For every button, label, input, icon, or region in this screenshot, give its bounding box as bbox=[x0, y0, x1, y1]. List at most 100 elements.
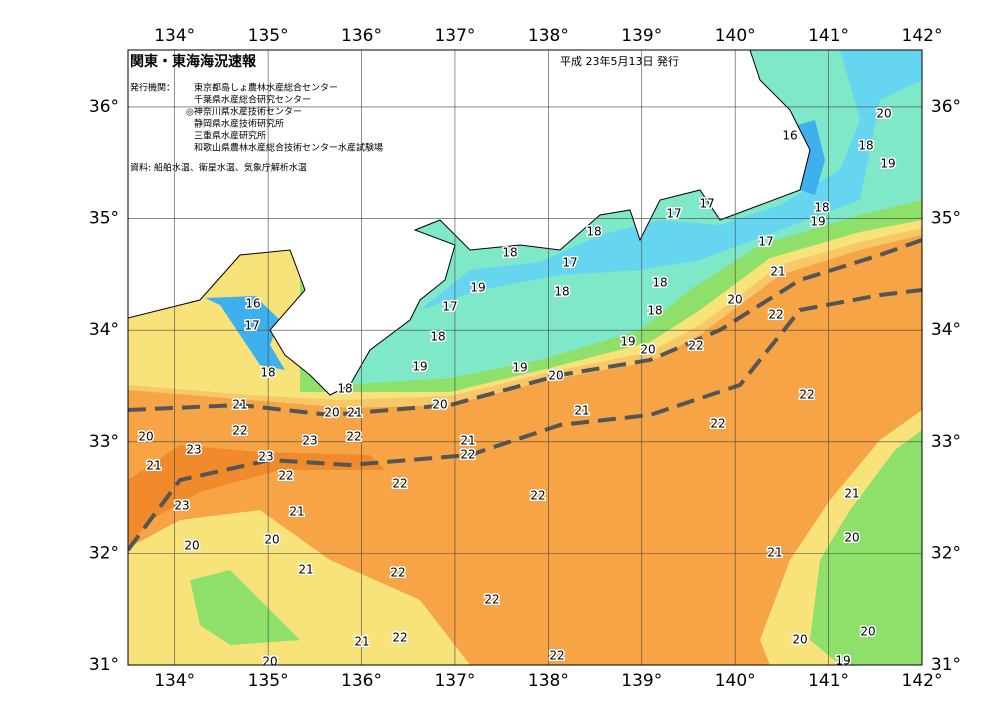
contour-label: 22 bbox=[392, 477, 407, 491]
contour-label: 22 bbox=[484, 593, 499, 607]
lat-tick-label: 33° bbox=[89, 432, 119, 452]
contour-label: 22 bbox=[688, 339, 703, 353]
issuer: 和歌山県農林水産総合技術センター水産試験場 bbox=[194, 142, 383, 154]
contour-label: 21 bbox=[574, 404, 589, 418]
lon-tick-label: 141° bbox=[808, 671, 849, 691]
zone-east-20 bbox=[810, 430, 922, 665]
contour-label: 17 bbox=[666, 207, 681, 221]
lon-tick-label: 139° bbox=[621, 671, 662, 691]
contour-label: 18 bbox=[337, 382, 352, 396]
lon-tick-label: 138° bbox=[528, 671, 569, 691]
issuer: 三重県水産研究所 bbox=[194, 130, 266, 142]
contour-label: 19 bbox=[810, 215, 825, 229]
issuer: 東京都島しょ農林水産総合センター bbox=[194, 82, 338, 94]
contour-label: 21 bbox=[289, 505, 304, 519]
contour-label: 22 bbox=[710, 417, 725, 431]
contour-label: 19 bbox=[835, 654, 850, 668]
land bbox=[128, 50, 811, 396]
contour-label: 20 bbox=[860, 625, 875, 639]
contour-label: 19 bbox=[470, 281, 485, 295]
contour-label: 20 bbox=[792, 633, 807, 647]
lon-tick-label: 135° bbox=[248, 671, 289, 691]
contour-label: 20 bbox=[184, 539, 199, 553]
contour-label: 18 bbox=[502, 246, 517, 260]
contour-label: 23 bbox=[174, 499, 189, 513]
contour-label: 20 bbox=[324, 406, 339, 420]
contour-label: 17 bbox=[442, 300, 457, 314]
issuer: 千葉県水産総合研究センター bbox=[194, 94, 311, 106]
contour-label: 18 bbox=[814, 201, 829, 215]
contour-label: 22 bbox=[346, 430, 361, 444]
lat-tick-label: 32° bbox=[931, 543, 961, 563]
contour-label: 17 bbox=[699, 197, 714, 211]
contour-label: 19 bbox=[412, 360, 427, 374]
lat-tick-label: 31° bbox=[931, 655, 961, 675]
issuers: 東京都島しょ農林水産総合センター千葉県水産総合研究センター◎神奈川県水産技術セン… bbox=[186, 82, 383, 154]
contour-label: 22 bbox=[768, 308, 783, 322]
lon-tick-label: 142° bbox=[902, 671, 943, 691]
contour-label: 20 bbox=[262, 655, 277, 669]
contour-label: 18 bbox=[652, 276, 667, 290]
contour-label: 16 bbox=[782, 129, 797, 143]
contour-label: 21 bbox=[298, 563, 313, 577]
lon-tick-label: 141° bbox=[808, 26, 849, 46]
contour-label: 17 bbox=[562, 256, 577, 270]
contour-label: 17 bbox=[758, 235, 773, 249]
zone-17 bbox=[420, 50, 922, 310]
issuer-label: 発行機関： bbox=[130, 82, 175, 94]
lon-tick-label: 140° bbox=[715, 671, 756, 691]
contour-label: 18 bbox=[858, 139, 873, 153]
contour-label: 18 bbox=[586, 225, 601, 239]
contour-label: 21 bbox=[347, 406, 362, 420]
contour-label: 22 bbox=[390, 566, 405, 580]
issue-date: 平成 23年5月13日 発行 bbox=[560, 54, 679, 68]
contour-label: 18 bbox=[260, 366, 275, 380]
lon-tick-label: 136° bbox=[341, 26, 382, 46]
contour-label: 22 bbox=[278, 469, 293, 483]
contour-label: 20 bbox=[432, 398, 447, 412]
contour-label: 22 bbox=[392, 631, 407, 645]
lat-tick-label: 35° bbox=[89, 209, 119, 229]
zone-lower-left-19 bbox=[190, 570, 300, 645]
source: 資料: 船舶水温、衛星水温、気象庁解析水温 bbox=[130, 162, 307, 174]
lon-tick-label: 134° bbox=[154, 671, 195, 691]
contour-label: 22 bbox=[232, 424, 247, 438]
contour-label: 23 bbox=[258, 450, 273, 464]
contour-label: 20 bbox=[727, 293, 742, 307]
contour-label: 21 bbox=[354, 635, 369, 649]
contour-label: 21 bbox=[460, 434, 475, 448]
contour-label: 18 bbox=[647, 304, 662, 318]
contour-label: 17 bbox=[244, 319, 259, 333]
lon-tick-label: 138° bbox=[528, 26, 569, 46]
zone-16 bbox=[205, 296, 285, 370]
contour-label: 21 bbox=[767, 546, 782, 560]
issuer: ◎神奈川県水産技術センター bbox=[186, 106, 302, 118]
lat-tick-label: 36° bbox=[89, 97, 119, 117]
map-frame bbox=[127, 49, 923, 666]
contour-label: 16 bbox=[245, 297, 260, 311]
contour-label: 22 bbox=[460, 448, 475, 462]
contour-label: 19 bbox=[512, 361, 527, 375]
lat-tick-label: 31° bbox=[89, 655, 119, 675]
lon-tick-label: 137° bbox=[434, 26, 475, 46]
contour-label: 18 bbox=[554, 285, 569, 299]
contour-label: 22 bbox=[799, 388, 814, 402]
issuer: 静岡県水産技術研究所 bbox=[194, 118, 284, 130]
lat-tick-label: 34° bbox=[931, 320, 961, 340]
grid bbox=[128, 50, 922, 665]
contour-label: 18 bbox=[430, 330, 445, 344]
lon-tick-label: 142° bbox=[902, 26, 943, 46]
lat-tick-label: 33° bbox=[931, 432, 961, 452]
contour-label: 20 bbox=[844, 531, 859, 545]
lon-tick-label: 135° bbox=[248, 26, 289, 46]
contour-label: 21 bbox=[146, 459, 161, 473]
contour-label: 20 bbox=[264, 533, 279, 547]
title: 関東・東海海況速報 bbox=[130, 53, 257, 70]
contour-label: 22 bbox=[530, 489, 545, 503]
lon-tick-label: 137° bbox=[434, 671, 475, 691]
contour-label: 23 bbox=[186, 443, 201, 457]
contour-label: 19 bbox=[620, 335, 635, 349]
